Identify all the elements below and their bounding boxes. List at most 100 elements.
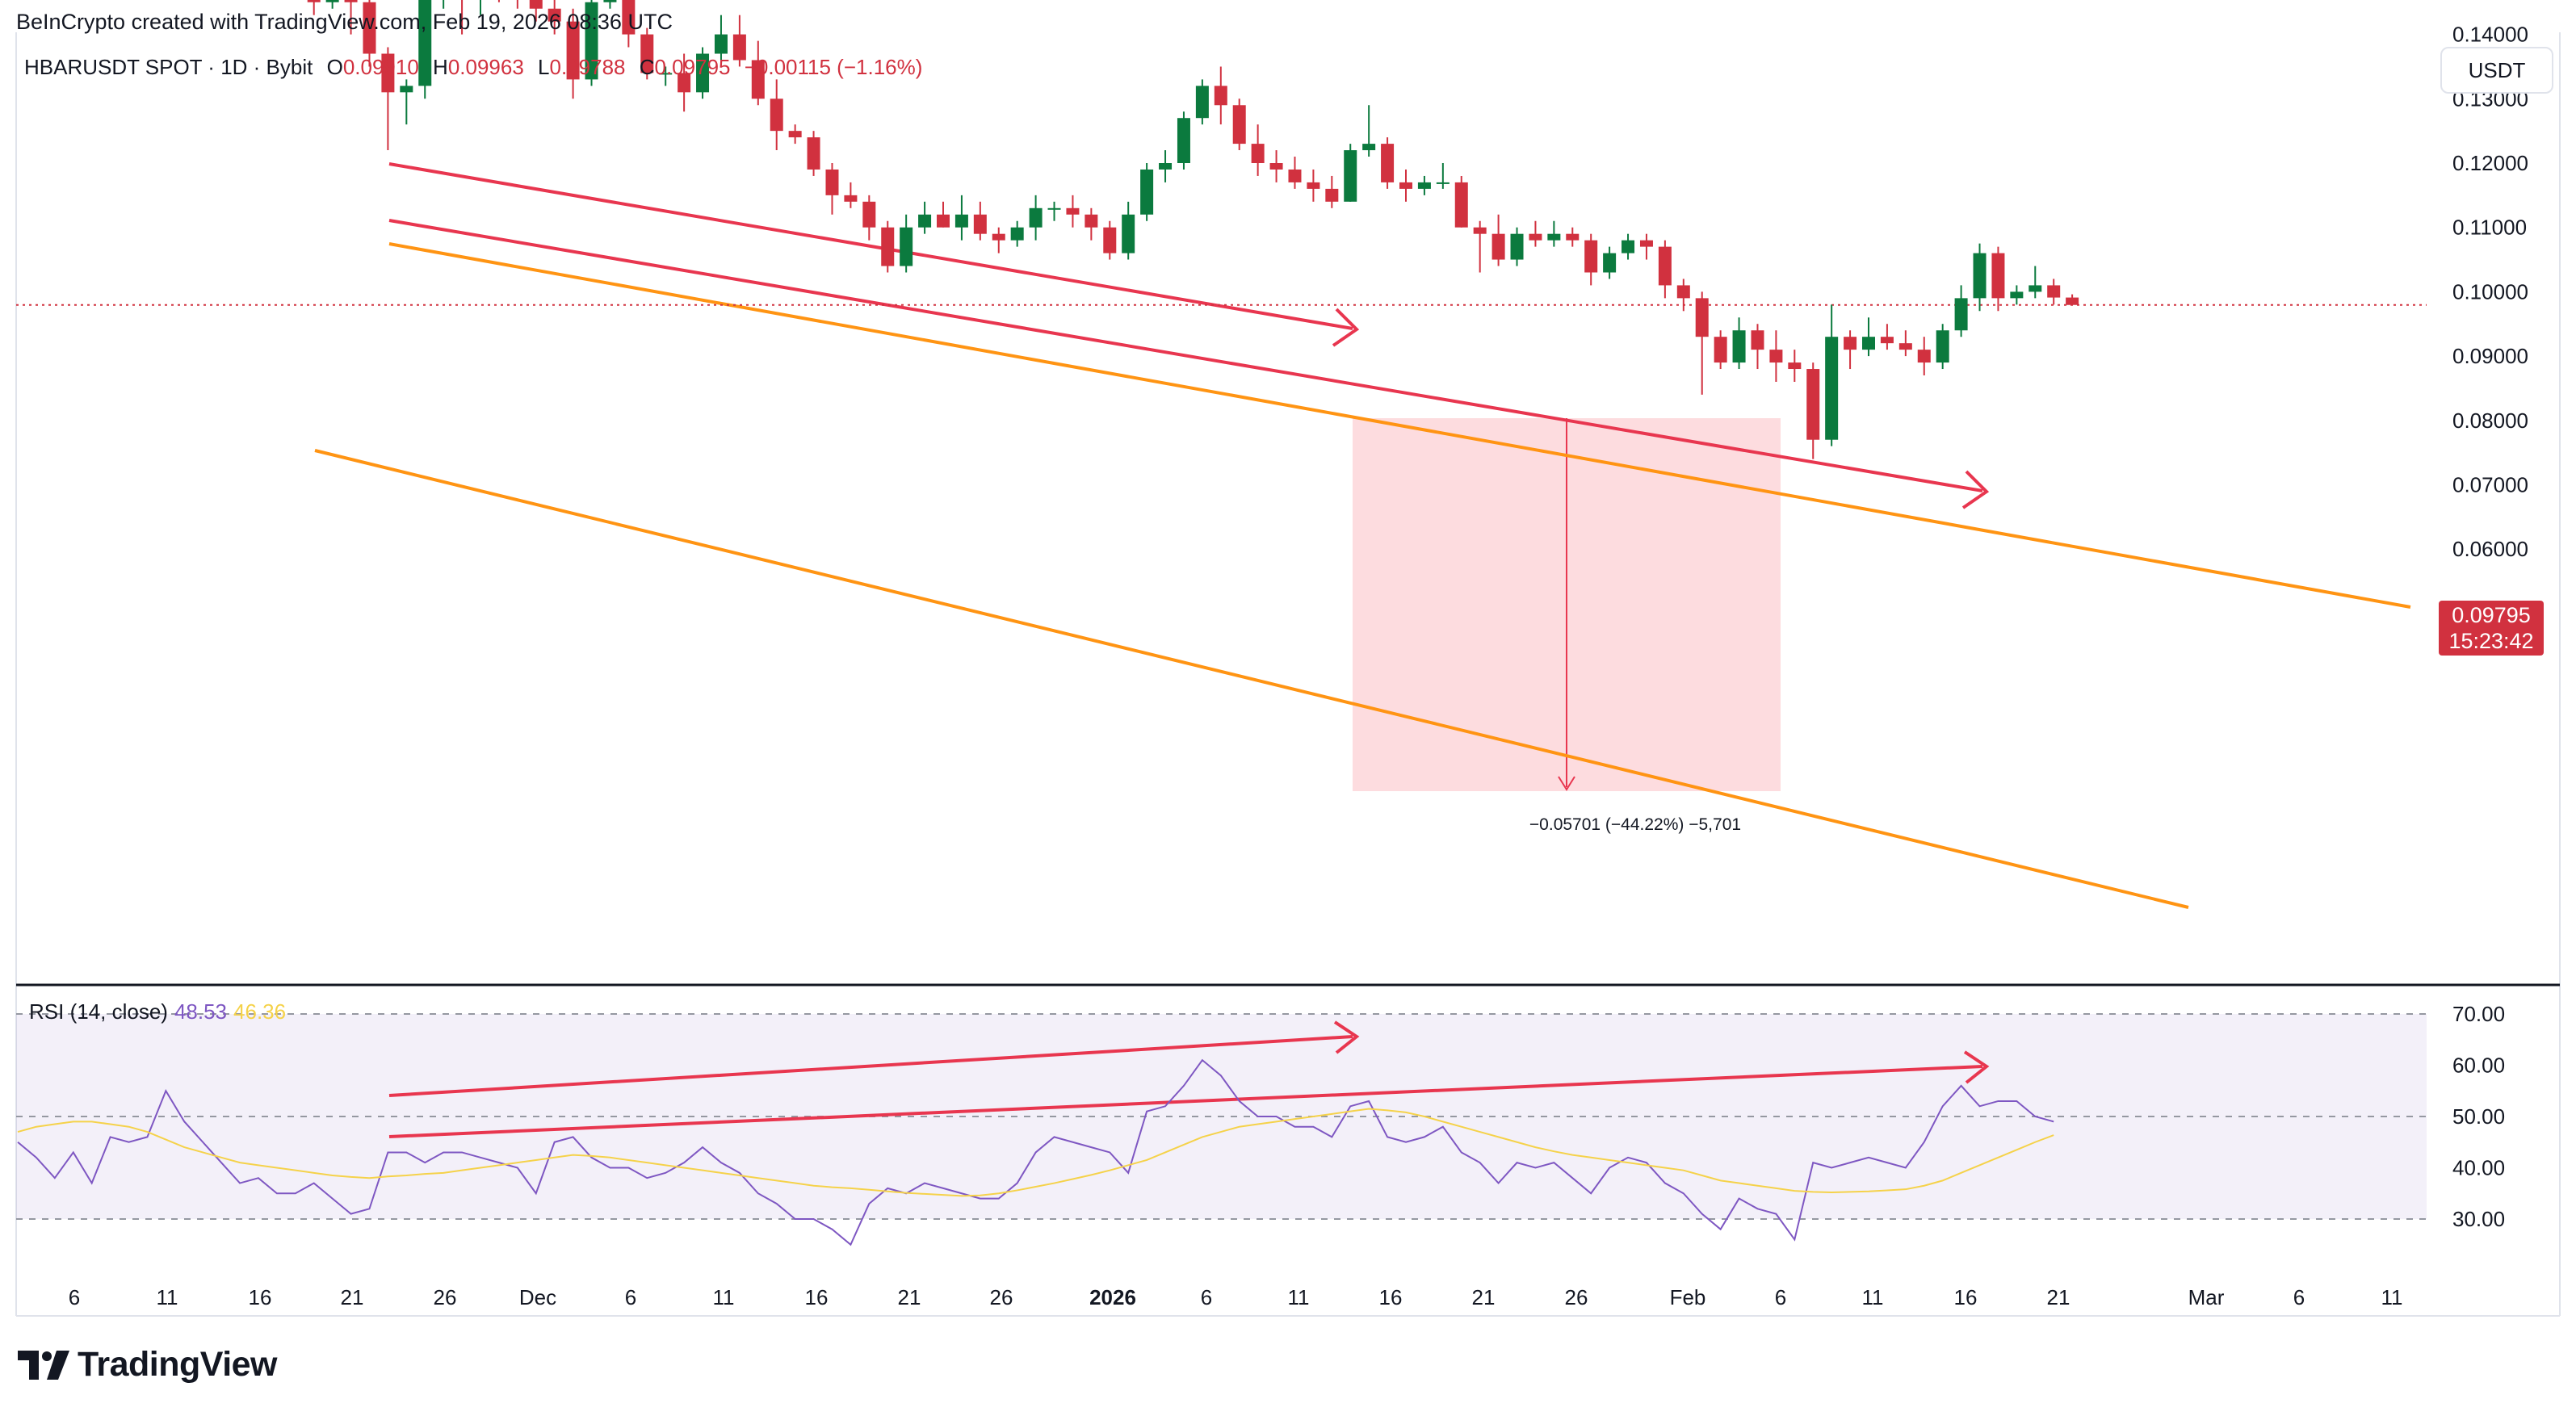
time-axis[interactable]: 6 11 16 21 26 Dec 6 11 16 21 26 2026 6 11 16 21 26 Feb 6 11… [69,1285,2403,1309]
tradingview-logo-icon [18,1350,69,1380]
rsi-indicator-name[interactable]: RSI (14, close) [29,999,168,1024]
candle-body [381,53,395,93]
rsi-legend: RSI (14, close) 48.53 46.36 [29,999,286,1024]
rsi-tick-label: 60.00 [2452,1054,2505,1078]
change-value: −0.00115 (−1.16%) [744,55,923,79]
price-tick-label: 0.08000 [2452,408,2528,433]
time-tick-label: 11 [2381,1285,2403,1309]
time-tick-label: 26 [990,1285,1013,1309]
price-tick-label: 0.12000 [2452,151,2528,175]
candle-body [881,227,895,266]
rsi-arrow-bottom-line [388,1065,1983,1138]
chart-frame [15,32,2561,1317]
price-arrow-bottom-line [388,219,1983,492]
currency-button[interactable]: USDT [2440,47,2553,94]
candle-body [548,8,561,22]
price-axis[interactable]: 0.170000.160000.150000.140000.130000.120… [2452,0,2528,626]
candle-body [696,53,710,93]
rsi-arrow-top-line [388,1035,1353,1097]
candle-body [844,195,858,202]
candle-body [1362,144,1376,151]
candle-body [1769,350,1783,363]
time-tick-label: 6 [1201,1285,1212,1309]
candle-body [1288,169,1302,182]
rsi-value: 48.53 [174,999,228,1024]
candle-body [1695,298,1709,337]
rsi-tick-label: 30.00 [2452,1207,2505,1231]
annotation-drawings[interactable] [388,1020,1990,1138]
time-tick-label: 16 [1379,1285,1403,1309]
price-tick-label: 0.06000 [2452,537,2528,561]
candle-body [1269,163,1283,170]
candle-body [1381,144,1395,182]
time-tick-label: 21 [341,1285,364,1309]
candle-body [1658,246,1672,286]
price-arrow-top-head [1332,308,1360,347]
candle-body [2066,297,2079,305]
candle-body [1010,227,1024,241]
candle-body [1436,182,1450,184]
candle-body [363,2,376,54]
candle-body [1751,330,1764,350]
chart-credit: BeInCrypto created with TradingView.com,… [16,10,673,34]
time-tick-label: 6 [69,1285,80,1309]
channel-upper-line [388,242,2411,609]
candle-body [1603,253,1617,273]
rsi-panel [16,1013,2427,1220]
candle-body [1510,233,1524,260]
rsi-ma-value: 46.36 [233,999,287,1024]
high-value: 0.09963 [447,55,524,79]
candle-body [1251,144,1265,163]
open-label: O [326,55,343,79]
candle-body [1159,163,1173,170]
tradingview-logo[interactable]: TradingView [18,1345,278,1385]
candle-body [1140,169,1154,215]
price-tick-label: 0.10000 [2452,279,2528,304]
candle-body [1639,240,1653,247]
time-tick-label: 2026 [1089,1285,1136,1309]
time-tick-label: 11 [1862,1285,1884,1309]
candle-body [918,214,932,228]
candle-body [1714,337,1727,363]
candle-body [1325,188,1339,202]
price-tick-label: 0.14000 [2452,23,2528,47]
candle-body [751,60,765,99]
candle-body [585,2,598,80]
candle-body [807,137,820,170]
time-tick-label: 11 [713,1285,735,1309]
rsi-ma-line [17,1108,2054,1197]
rsi-arrow-top-head [1333,1020,1360,1054]
candle-body [1566,233,1580,241]
time-tick-label: 21 [1472,1285,1496,1309]
measure-arrow-head [1558,776,1575,791]
candle-body [937,214,950,228]
symbol-label[interactable]: HBARUSDT SPOT · 1D · Bybit [24,55,313,79]
candle-body [1844,337,1857,350]
candle-body [1862,337,1875,350]
time-tick-label: 26 [1565,1285,1588,1309]
candle-body [622,0,636,35]
candle-body [603,0,617,2]
candle-body [1936,330,1949,363]
price-arrow-top-line [388,162,1353,330]
rsi-axis[interactable]: 70.00 60.00 50.00 40.00 30.00 [2452,1002,2505,1231]
candle-body [1917,350,1931,363]
trend-drawings[interactable] [16,162,2427,909]
candle-body [1825,337,1839,440]
time-tick-label: 26 [434,1285,457,1309]
candle-body [325,0,339,2]
candle-body [640,34,654,73]
candle-body [1399,182,1412,189]
candle-body [714,34,728,54]
measure-label: −0.05701 (−44.22%) −5,701 [1529,815,1741,834]
candle-body [1622,240,1635,253]
candle-body [1473,227,1487,234]
candlesticks [307,0,2079,459]
rsi-lines [17,1058,2054,1246]
time-tick-label: Feb [1670,1285,1706,1309]
price-tick-label: 0.09000 [2452,344,2528,368]
candle-body [400,86,413,93]
time-tick-label: 16 [1954,1285,1978,1309]
candle-body [1788,362,1802,370]
